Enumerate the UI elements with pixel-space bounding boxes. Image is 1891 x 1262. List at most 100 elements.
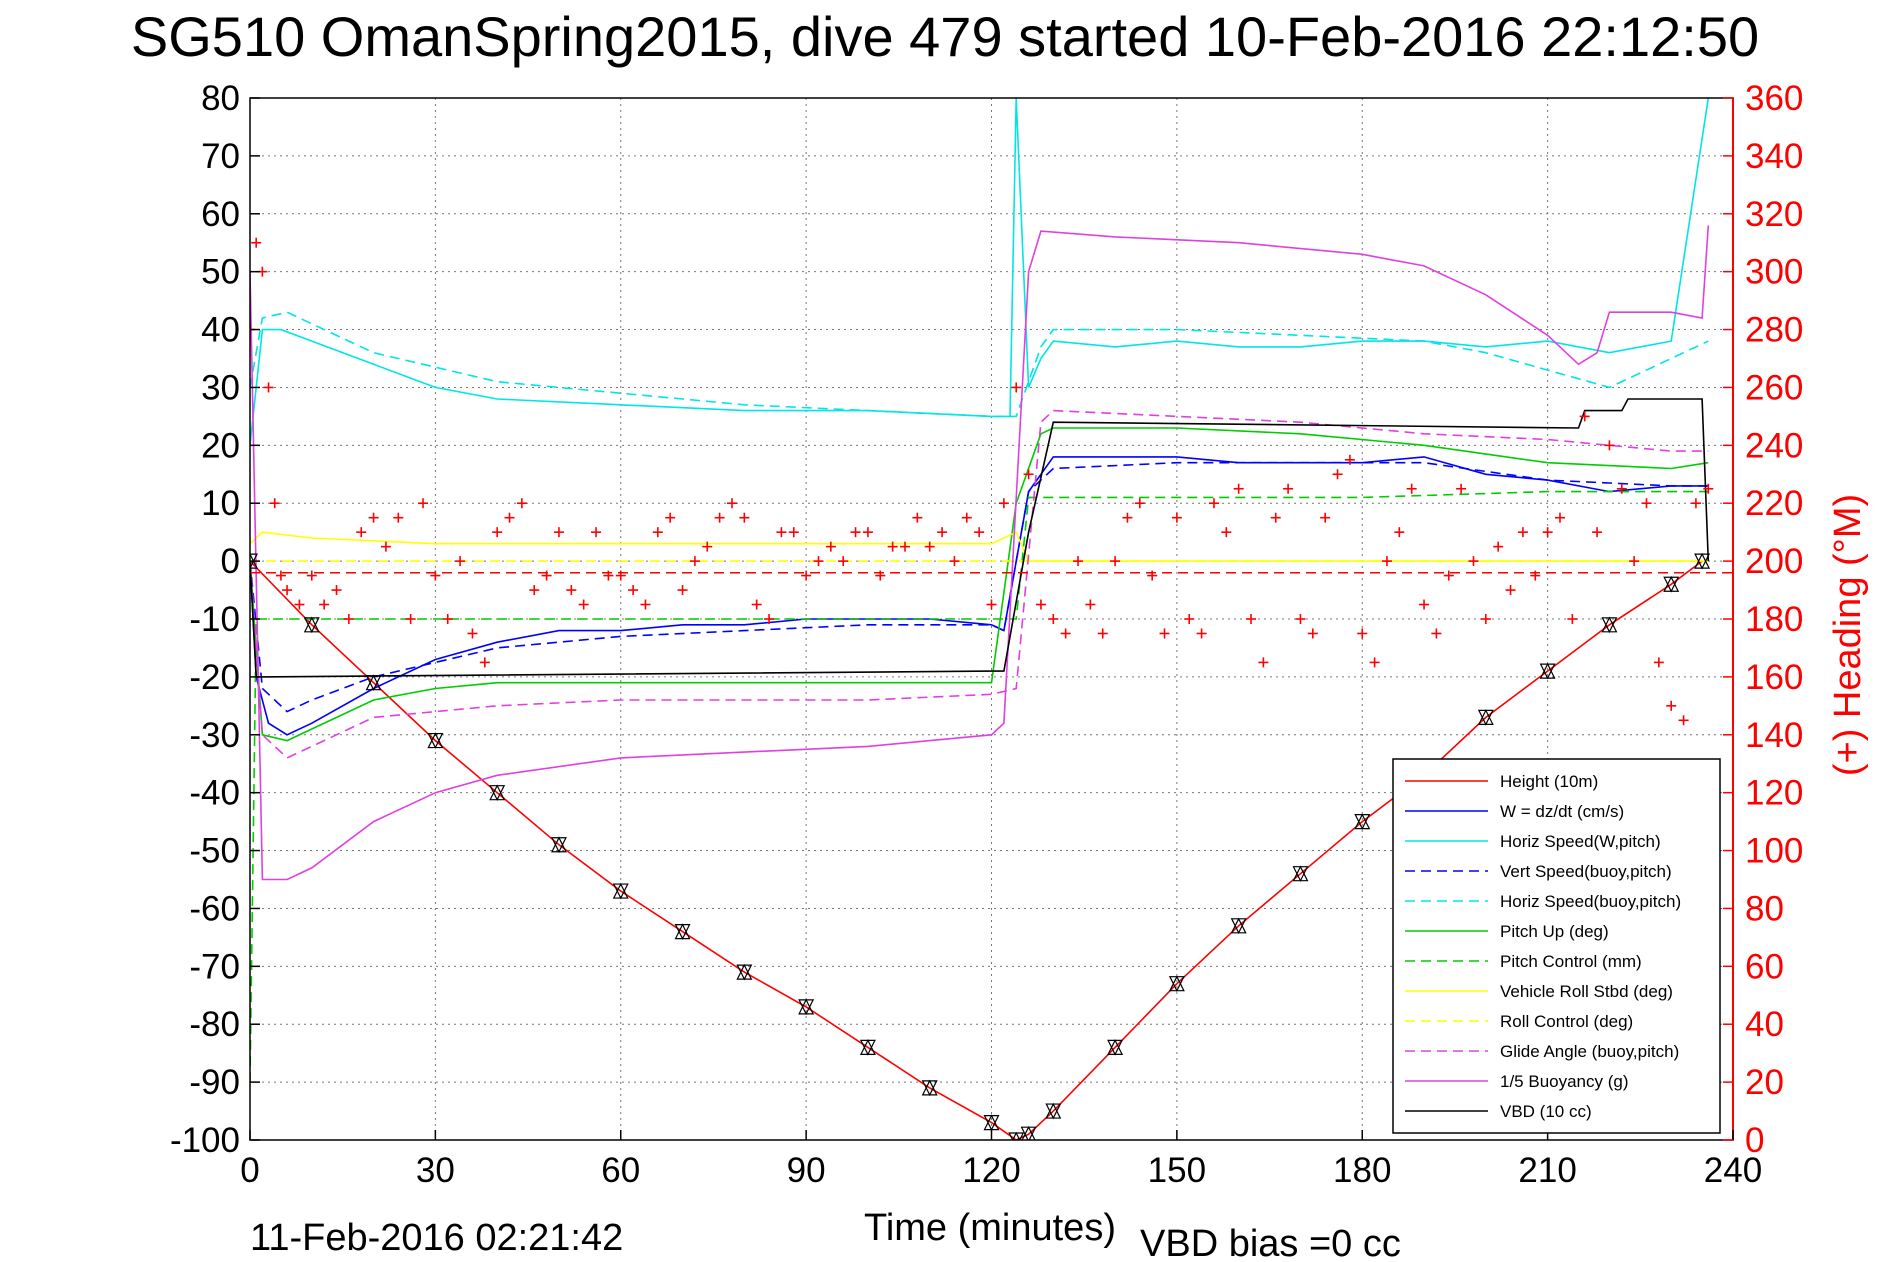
heading-point: [430, 570, 441, 581]
heading-point: [1456, 483, 1467, 494]
heading-point: [949, 556, 960, 567]
heading-point: [1283, 483, 1294, 494]
heading-point: [368, 512, 379, 523]
height-marker: [798, 998, 815, 1016]
footer-timestamp: 11-Feb-2016 02:21:42: [250, 1217, 623, 1259]
heading-point: [628, 585, 639, 596]
height-marker: [1168, 975, 1185, 993]
y-tick-label: -60: [189, 889, 240, 928]
heading-tick-label: 240: [1745, 426, 1803, 465]
heading-point: [294, 599, 305, 610]
heading-point: [306, 570, 317, 581]
heading-point: [702, 541, 713, 552]
heading-point: [689, 556, 700, 567]
heading-point: [578, 599, 589, 610]
chart-title: SG510 OmanSpring2015, dive 479 started 1…: [131, 5, 1759, 68]
y-tick-label: -30: [189, 716, 240, 755]
heading-point: [875, 570, 886, 581]
height-marker: [1045, 1102, 1062, 1120]
legend-item: Pitch Up (deg): [1405, 922, 1609, 941]
legend-item: Roll Control (deg): [1405, 1012, 1633, 1031]
height-marker: [365, 674, 382, 692]
legend-label: Glide Angle (buoy,pitch): [1500, 1042, 1679, 1061]
heading-tick-label: 320: [1745, 195, 1803, 234]
legend-item: VBD (10 cc): [1405, 1102, 1592, 1121]
height-marker: [427, 732, 444, 749]
heading-point: [1085, 599, 1096, 610]
heading-point: [1653, 657, 1664, 668]
heading-point: [924, 541, 935, 552]
heading-point: [1666, 700, 1677, 711]
heading-point: [1554, 512, 1565, 523]
heading-point: [788, 527, 799, 538]
x-tick-label: 0: [240, 1151, 259, 1190]
heading-point: [1493, 541, 1504, 552]
y-tick-label: -20: [189, 658, 240, 697]
heading-point: [739, 512, 750, 523]
heading-point: [251, 237, 262, 248]
heading-tick-label: 60: [1745, 947, 1784, 986]
heading-point: [1703, 483, 1714, 494]
y-tick-label: 50: [201, 253, 240, 292]
footer-vbd-bias: VBD bias =0 cc: [1140, 1223, 1401, 1262]
heading-point: [764, 614, 775, 624]
y-tick-label: -40: [189, 774, 240, 813]
heading-point: [1011, 382, 1022, 393]
heading-point: [665, 512, 676, 523]
heading-tick-label: 120: [1745, 774, 1803, 813]
heading-point: [1629, 556, 1640, 567]
heading-point: [516, 498, 527, 509]
legend-box: [1392, 758, 1721, 1134]
series-horiz-speed-buoy-pitch: [250, 311, 1709, 418]
heading-point: [677, 585, 688, 596]
heading-tick-label: 300: [1745, 253, 1803, 292]
heading-point: [1184, 614, 1195, 624]
heading-tick-label: 0: [1745, 1121, 1764, 1160]
height-marker: [1601, 616, 1618, 634]
heading-axis-ticks: 3603403203002802602402202001801601401201…: [1723, 79, 1803, 1160]
series-w-dz-dt-cm-s: [250, 456, 1709, 736]
heading-point: [986, 599, 997, 610]
y-tick-label: -100: [170, 1121, 240, 1160]
heading-point: [529, 585, 540, 596]
heading-point: [825, 541, 836, 552]
heading-point: [1419, 599, 1430, 610]
heading-point: [1134, 498, 1145, 509]
x-tick-label: 30: [416, 1151, 455, 1190]
heading-point: [813, 556, 824, 567]
heading-point: [331, 585, 342, 596]
heading-point: [275, 570, 286, 581]
x-tick-label: 150: [1148, 1151, 1206, 1190]
series-horiz-speed-w-pitch: [250, 98, 1710, 446]
heading-markers: [250, 237, 1714, 1140]
heading-point: [1468, 556, 1479, 567]
heading-point: [1332, 469, 1343, 480]
heading-point: [1320, 512, 1331, 523]
heading-point: [1233, 483, 1244, 494]
heading-point: [899, 541, 910, 552]
legend-label: Roll Control (deg): [1500, 1012, 1633, 1031]
heading-point: [1542, 527, 1553, 538]
y-tick-label: 10: [201, 484, 240, 523]
legend-item: Pitch Control (mm): [1405, 952, 1642, 971]
heading-point: [492, 527, 503, 538]
heading-point: [1307, 628, 1318, 639]
y-axis-ticks: 80 70 60 50 40 30 20 10 0 -10 -20 -30 -40 -50 -60 -70 -8…: [170, 79, 260, 1160]
height-marker: [736, 963, 753, 981]
heading-point: [1035, 599, 1046, 610]
heading-point: [566, 585, 577, 596]
y-tick-label: -80: [189, 1005, 240, 1044]
legend-label: Vert Speed(buoy,pitch): [1500, 862, 1672, 881]
y-tick-label: -50: [189, 832, 240, 871]
heading-point: [1517, 527, 1528, 538]
height-marker: [303, 616, 320, 634]
height-marker: [1694, 552, 1711, 570]
heading-point: [1344, 454, 1355, 465]
heading-point: [1258, 657, 1269, 668]
heading-point: [751, 599, 762, 610]
height-marker: [1008, 1131, 1025, 1140]
series-pitch-up-deg: [250, 427, 1709, 742]
x-axis-ticks: 0 30 60 90 120 150 180 210 240: [240, 1130, 1762, 1190]
heading-point: [1221, 527, 1232, 538]
